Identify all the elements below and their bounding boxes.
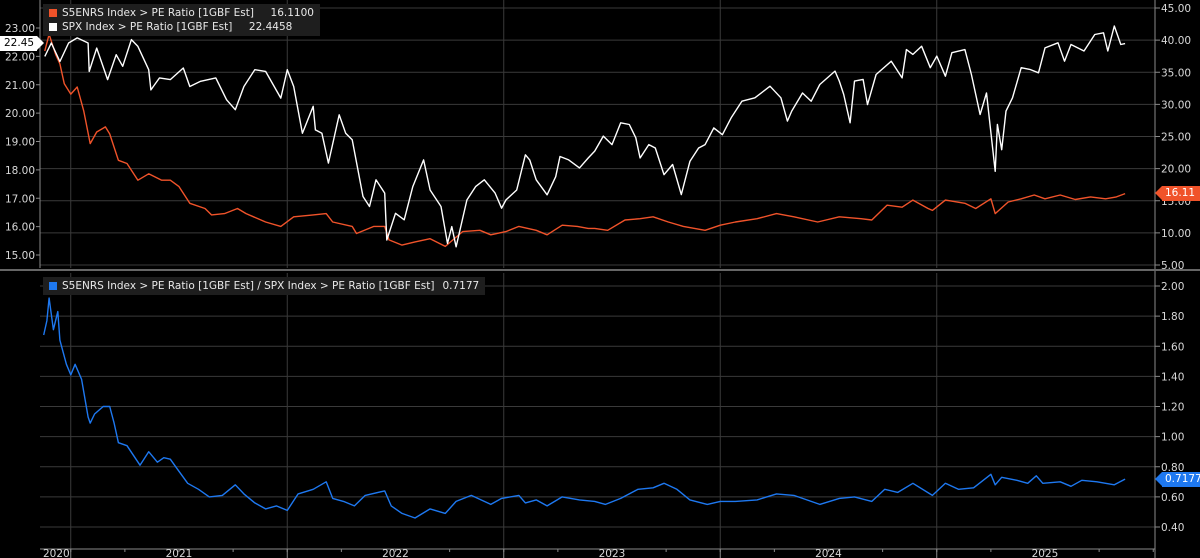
- left-axis-tick-label: 19.00: [5, 137, 35, 149]
- legend-item-s5enrs[interactable]: S5ENRS Index > PE Ratio [1GBF Est] 16.11…: [49, 6, 314, 20]
- legend-item-ratio[interactable]: S5ENRS Index > PE Ratio [1GBF Est] / SPX…: [49, 279, 479, 293]
- right-axis-tick-label: 1.00: [1161, 432, 1184, 444]
- right-axis-tick-label: 0.40: [1161, 522, 1184, 534]
- right-axis-tick-label: 40.00: [1161, 35, 1191, 47]
- right-axis-tick-label: 20.00: [1161, 164, 1191, 176]
- spx-swatch-icon: [49, 23, 57, 31]
- x-axis-tick-label: 2025: [1032, 548, 1059, 558]
- legend-value: 0.7177: [442, 280, 480, 292]
- spx-last-value-flag: 22.45: [0, 36, 44, 51]
- right-axis-tick-label: 1.60: [1161, 341, 1184, 353]
- series-line-pe-ratio-relative: [43, 297, 1126, 519]
- x-axis-tick-label: 2023: [599, 548, 626, 558]
- series-line-spx-pe: [44, 25, 1126, 248]
- right-axis-tick-label: 25.00: [1161, 132, 1191, 144]
- right-axis-tick-label: 30.00: [1161, 99, 1191, 111]
- legend-label: SPX Index > PE Ratio [1GBF Est]: [62, 21, 233, 33]
- legend-label: S5ENRS Index > PE Ratio [1GBF Est]: [62, 7, 254, 19]
- left-axis-tick-label: 16.00: [5, 222, 35, 234]
- right-axis-tick-label: 10.00: [1161, 228, 1191, 240]
- right-axis-tick-label: 45.00: [1161, 3, 1191, 15]
- legend-value: 16.1100: [270, 7, 314, 19]
- s5enrs-swatch-icon: [49, 9, 57, 17]
- left-axis-tick-label: 17.00: [5, 193, 35, 205]
- x-axis-tick-label: 2024: [815, 548, 842, 558]
- series-line-s5enrs-pe: [44, 33, 1126, 248]
- right-axis-tick-label: 1.40: [1161, 371, 1184, 383]
- left-axis-tick-label: 23.00: [5, 23, 35, 35]
- legend-top: S5ENRS Index > PE Ratio [1GBF Est] 16.11…: [43, 4, 320, 36]
- right-axis-tick-label: 0.60: [1161, 492, 1184, 504]
- legend-bottom: S5ENRS Index > PE Ratio [1GBF Est] / SPX…: [43, 277, 486, 295]
- ratio-last-value-flag: 0.7177: [1155, 472, 1200, 487]
- series-lines: [43, 25, 1126, 519]
- legend-value: 22.4458: [248, 21, 293, 33]
- right-axis-tick-label: 1.20: [1161, 402, 1184, 414]
- right-axis-tick-label: 2.00: [1161, 281, 1184, 293]
- x-axis-tick-label: 2020: [43, 548, 70, 558]
- s5enrs-last-value-flag: 16.11: [1155, 186, 1200, 201]
- ratio-swatch-icon: [49, 282, 57, 290]
- left-axis-tick-label: 18.00: [5, 165, 35, 177]
- left-axis-tick-label: 21.00: [5, 80, 35, 92]
- x-axis-tick-label: 2021: [166, 548, 193, 558]
- right-axis-tick-label: 35.00: [1161, 67, 1191, 79]
- legend-item-spx[interactable]: SPX Index > PE Ratio [1GBF Est] 22.4458: [49, 20, 314, 34]
- x-axis-tick-label: 2022: [382, 548, 409, 558]
- left-axis-tick-label: 22.00: [5, 51, 35, 63]
- left-axis-tick-label: 15.00: [5, 250, 35, 262]
- right-axis-tick-label: 1.80: [1161, 311, 1184, 323]
- legend-label: S5ENRS Index > PE Ratio [1GBF Est] / SPX…: [62, 280, 435, 292]
- left-axis-tick-label: 20.00: [5, 108, 35, 120]
- right-axis-tick-label: 0.80: [1161, 462, 1184, 474]
- grid: [40, 0, 1155, 549]
